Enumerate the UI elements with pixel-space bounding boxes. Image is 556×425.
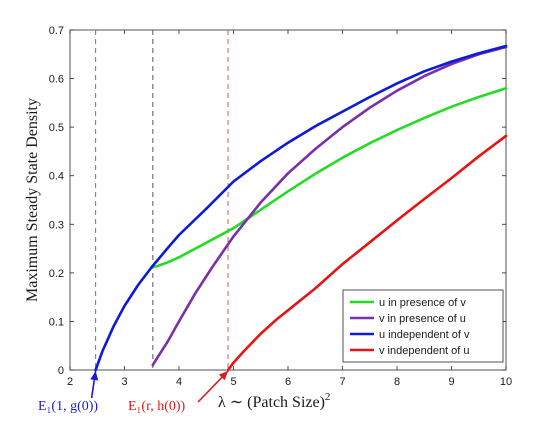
y-tick-label: 0.2 [49,268,64,280]
y-tick-label: 0 [58,365,64,377]
axis-ticks: 2 3 4 5 6 7 8 9 10 0 0.1 0.2 0.3 0.4 0.5 0.6 0.7 [49,25,512,388]
x-tick-label: 8 [394,376,400,388]
series-line-3 [94,44,508,372]
vertical-reference-lines [95,30,229,370]
y-tick-label: 0.6 [49,74,64,86]
annotation-e1-h0-label: E₁(r, h(0)) [128,399,186,414]
legend-label-2: v in presence of u [379,313,466,325]
x-tick-label: 10 [500,376,512,388]
x-tick-label: 3 [121,376,127,388]
x-tick-label: 9 [448,376,454,388]
series-line-1 [151,87,508,269]
legend: u in presence of v v in presence of u u in… [342,289,504,363]
x-axis-label-exponent: 2 [325,391,331,403]
x-axis-label-main: λ ∼ (Patch Size) [218,394,325,411]
x-tick-label: 2 [67,376,73,388]
legend-label-4: v independent of u [379,345,470,357]
annotation-e1-g0-arrowhead [90,371,99,381]
annotations: E₁(1, g(0)) E₁(r, h(0)) [38,370,229,414]
x-tick-label: 4 [176,376,182,388]
annotation-e1-h0-arrowhead [218,371,229,381]
series-group [94,44,508,372]
annotation-e1-g0-label: E₁(1, g(0)) [38,399,98,414]
legend-label-1: u in presence of v [379,297,466,309]
y-tick-label: 0.1 [49,316,64,328]
series-line-2 [151,45,508,367]
series-line-4 [226,134,508,372]
x-tick-label: 5 [230,376,236,388]
y-axis-label: Maximum Steady State Density [24,98,41,302]
legend-label-3: u independent of v [379,329,470,341]
y-tick-label: 0.5 [49,122,64,134]
x-tick-label: 6 [285,376,291,388]
x-tick-label: 7 [339,376,345,388]
y-tick-label: 0.4 [49,171,64,183]
y-tick-label: 0.3 [49,219,64,231]
y-tick-label: 0.7 [49,25,64,37]
x-axis-label: λ ∼ (Patch Size)2 [218,391,330,411]
